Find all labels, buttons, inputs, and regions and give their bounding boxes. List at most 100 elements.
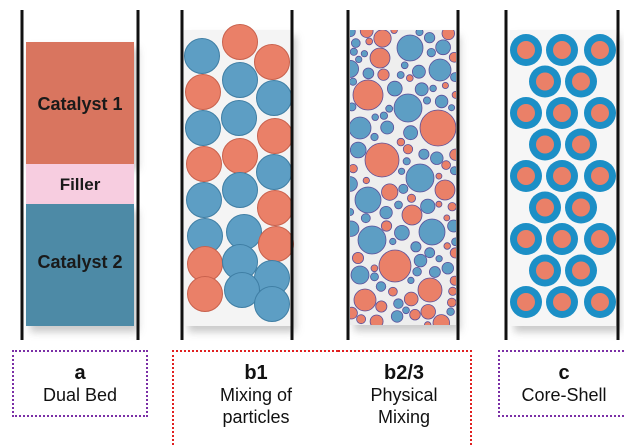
filler-label: Filler (60, 175, 101, 194)
particle (350, 176, 358, 192)
particle (186, 146, 222, 182)
core (536, 198, 554, 217)
particle (370, 264, 379, 273)
particle (390, 30, 398, 34)
particle (403, 291, 419, 307)
particle (405, 163, 435, 193)
particle (362, 67, 375, 80)
particle (415, 30, 424, 37)
core (591, 167, 609, 185)
particle (350, 208, 355, 216)
particle (350, 220, 360, 237)
particle (386, 80, 403, 97)
particle (400, 61, 409, 70)
particle (379, 111, 388, 120)
particle (411, 64, 426, 79)
label-desc-c: Core-Shell (521, 385, 607, 405)
particle (375, 300, 388, 313)
particle (443, 214, 451, 222)
particle (224, 272, 260, 308)
particle (406, 193, 416, 203)
particle (402, 144, 414, 155)
particle (380, 220, 393, 232)
particle (379, 206, 393, 220)
label-box-b2: b2/3 Physical Mixing (338, 350, 472, 445)
particle (413, 253, 428, 268)
core (553, 167, 571, 185)
particle (393, 298, 404, 309)
particle (370, 132, 379, 142)
particle (435, 172, 443, 180)
particle (446, 307, 455, 316)
particle (409, 309, 421, 321)
core (517, 41, 535, 59)
particle (434, 179, 456, 201)
particle (257, 118, 293, 154)
particle (350, 30, 356, 38)
core (572, 135, 590, 154)
particle (449, 247, 456, 259)
particle (257, 190, 293, 226)
particle (185, 74, 221, 110)
particle (448, 104, 456, 112)
particle (222, 138, 258, 174)
particle (350, 164, 358, 174)
particle (423, 32, 436, 44)
core (591, 41, 609, 59)
particle (350, 141, 367, 159)
particle (355, 55, 363, 64)
core (591, 104, 609, 122)
particle (258, 226, 294, 262)
particle (385, 104, 394, 113)
particle (222, 62, 258, 98)
label-desc-b2-line2: Mixing (377, 407, 430, 427)
particles-b1 (184, 24, 294, 322)
particle (185, 110, 221, 146)
particle (350, 102, 357, 112)
panel-c-core-shell (504, 10, 620, 340)
particle (186, 182, 222, 218)
particle (447, 219, 456, 233)
particle (350, 306, 358, 320)
particle (417, 277, 443, 303)
core (553, 104, 571, 122)
core (517, 104, 535, 122)
particle (377, 68, 390, 81)
particle (450, 166, 456, 176)
particle (394, 225, 410, 241)
particle (378, 249, 412, 283)
particle (435, 200, 443, 208)
label-desc-b1-line2: particles (222, 407, 290, 427)
label-letter-a: a (74, 362, 86, 384)
particle (450, 72, 456, 82)
particle (428, 58, 452, 82)
particle (419, 109, 456, 147)
catalyst1-label: Catalyst 1 (37, 94, 122, 114)
particle (396, 34, 424, 62)
label-letter-b2: b2/3 (383, 362, 425, 384)
particle (350, 265, 370, 285)
particle (394, 200, 403, 210)
core (517, 167, 535, 185)
particle (371, 113, 379, 121)
particle (369, 47, 391, 69)
particle (435, 255, 443, 263)
particle (369, 314, 384, 325)
core (572, 198, 590, 217)
particle (352, 79, 384, 111)
particle (414, 82, 429, 97)
particle (448, 286, 456, 296)
particle (353, 288, 377, 312)
particle (451, 91, 456, 99)
particle (398, 183, 409, 194)
label-box-b1: b1 Mixing of particles (172, 350, 338, 445)
core (536, 135, 554, 154)
particle (350, 60, 359, 78)
panel-b2-physical-mixing (346, 10, 460, 340)
particle (429, 84, 437, 93)
particle (381, 183, 399, 201)
particle (449, 275, 456, 286)
particle (380, 120, 395, 135)
particle (375, 281, 387, 292)
